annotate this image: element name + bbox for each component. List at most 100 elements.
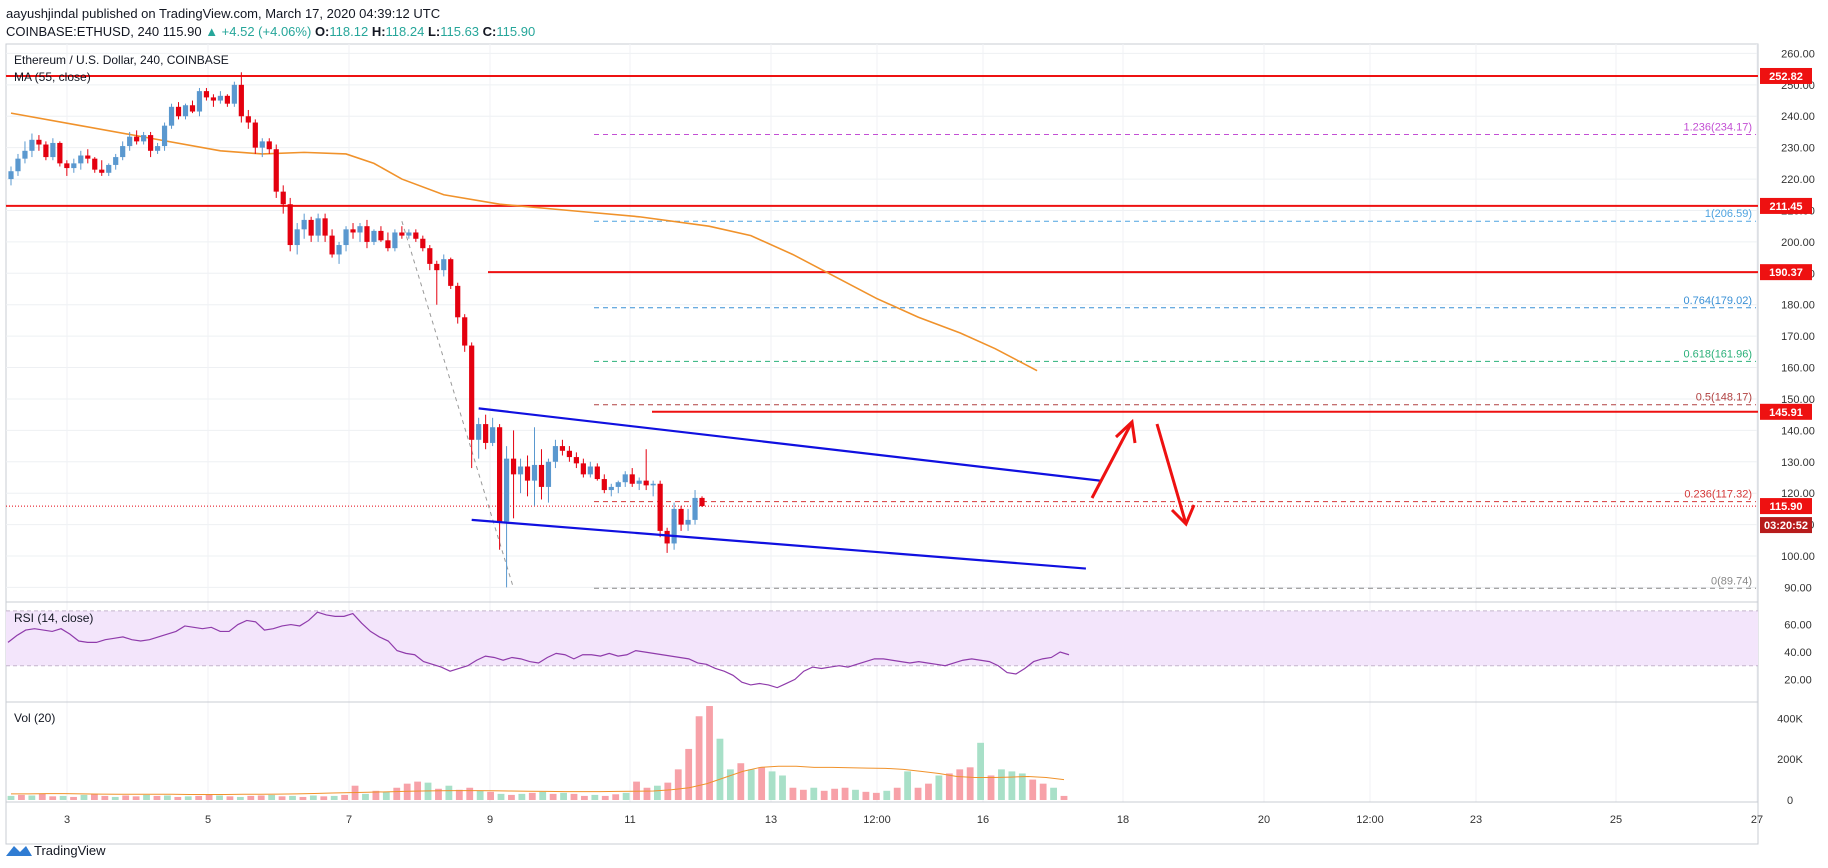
candle[interactable] xyxy=(127,131,133,151)
candle[interactable] xyxy=(510,430,517,519)
candle[interactable] xyxy=(99,160,105,176)
candle[interactable] xyxy=(699,496,705,508)
volume-bar[interactable] xyxy=(111,796,119,800)
author-name[interactable]: aayushjindal xyxy=(6,6,79,21)
candle[interactable] xyxy=(113,153,119,170)
volume-bar[interactable] xyxy=(852,789,859,800)
volume-bar[interactable] xyxy=(1039,783,1047,800)
volume-bar[interactable] xyxy=(487,791,494,800)
candle[interactable] xyxy=(336,241,342,264)
channel-trendline[interactable] xyxy=(478,407,1101,482)
candle[interactable] xyxy=(196,87,203,117)
candle[interactable] xyxy=(524,455,531,497)
volume-bar[interactable] xyxy=(570,793,578,800)
volume-bar[interactable] xyxy=(497,793,505,800)
candle[interactable] xyxy=(134,130,140,145)
candle[interactable] xyxy=(469,342,475,469)
volume-bar[interactable] xyxy=(685,748,693,800)
candle[interactable] xyxy=(483,414,489,450)
candle[interactable] xyxy=(427,245,433,271)
candle[interactable] xyxy=(168,103,175,129)
candle[interactable] xyxy=(476,417,482,459)
volume-bar[interactable] xyxy=(59,795,67,800)
candle[interactable] xyxy=(441,254,447,277)
volume-bar[interactable] xyxy=(309,795,317,800)
volume-bar[interactable] xyxy=(799,789,807,800)
volume-bar[interactable] xyxy=(914,787,922,800)
volume-bar[interactable] xyxy=(831,788,839,800)
volume-bar[interactable] xyxy=(132,796,140,800)
candle[interactable] xyxy=(594,463,600,481)
candle[interactable] xyxy=(224,94,230,107)
volume-bar[interactable] xyxy=(747,769,755,800)
volume-bar[interactable] xyxy=(372,790,380,800)
volume-bar[interactable] xyxy=(382,791,390,800)
volume-bar[interactable] xyxy=(1050,787,1057,800)
volume-bar[interactable] xyxy=(466,787,474,800)
candle[interactable] xyxy=(573,452,579,469)
volume-bar[interactable] xyxy=(539,791,547,800)
candle[interactable] xyxy=(678,505,684,531)
candle[interactable] xyxy=(154,142,161,154)
volume-bar[interactable] xyxy=(956,769,964,800)
volume-bar[interactable] xyxy=(518,793,526,800)
volume-bar[interactable] xyxy=(601,795,609,800)
candle[interactable] xyxy=(231,81,237,107)
candle[interactable] xyxy=(64,160,70,176)
volume-bar[interactable] xyxy=(779,775,786,800)
tradingview-logo[interactable]: TradingView xyxy=(6,843,106,858)
candle[interactable] xyxy=(287,197,293,252)
candle[interactable] xyxy=(259,138,265,158)
volume-bar[interactable] xyxy=(508,794,515,800)
candle[interactable] xyxy=(545,458,552,503)
candle[interactable] xyxy=(559,439,566,456)
volume-bar[interactable] xyxy=(18,794,25,800)
volume-bar[interactable] xyxy=(1008,771,1016,800)
candle[interactable] xyxy=(182,103,189,120)
volume-bar[interactable] xyxy=(695,716,703,800)
volume-bar[interactable] xyxy=(268,794,276,800)
volume-bar[interactable] xyxy=(247,795,255,800)
candle[interactable] xyxy=(392,229,398,252)
volume-bar[interactable] xyxy=(904,771,912,800)
candle[interactable] xyxy=(692,490,698,525)
volume-bar[interactable] xyxy=(560,792,567,800)
candle[interactable] xyxy=(601,474,607,494)
candle[interactable] xyxy=(643,449,649,491)
candle[interactable] xyxy=(120,141,126,161)
volume-bar[interactable] xyxy=(643,787,651,800)
candle[interactable] xyxy=(685,508,691,531)
candle[interactable] xyxy=(587,461,593,478)
volume-bar[interactable] xyxy=(91,793,98,800)
candle[interactable] xyxy=(50,138,56,161)
volume-bar[interactable] xyxy=(341,794,349,800)
volume-bar[interactable] xyxy=(49,796,57,800)
candle[interactable] xyxy=(106,163,112,176)
candle[interactable] xyxy=(15,153,21,176)
candle[interactable] xyxy=(273,144,279,198)
candle[interactable] xyxy=(266,138,272,154)
candle[interactable] xyxy=(629,468,635,487)
volume-bar[interactable] xyxy=(716,738,724,800)
candle[interactable] xyxy=(322,213,328,242)
candle[interactable] xyxy=(531,427,538,506)
candle[interactable] xyxy=(203,87,210,101)
volume-bar[interactable] xyxy=(289,795,296,800)
volume-bar[interactable] xyxy=(612,794,620,800)
candle[interactable] xyxy=(350,223,356,239)
candle[interactable] xyxy=(671,502,677,550)
candle[interactable] xyxy=(329,229,335,258)
volume-bar[interactable] xyxy=(987,775,995,800)
candle[interactable] xyxy=(357,223,363,242)
volume-bar[interactable] xyxy=(528,792,536,800)
candle[interactable] xyxy=(189,100,196,114)
candle[interactable] xyxy=(141,131,147,145)
candle[interactable] xyxy=(503,446,510,588)
candle[interactable] xyxy=(210,94,217,107)
candle[interactable] xyxy=(294,223,300,255)
volume-bar[interactable] xyxy=(163,795,171,800)
candle[interactable] xyxy=(664,527,670,553)
volume-bar[interactable] xyxy=(257,795,265,800)
volume-bar[interactable] xyxy=(622,792,630,800)
